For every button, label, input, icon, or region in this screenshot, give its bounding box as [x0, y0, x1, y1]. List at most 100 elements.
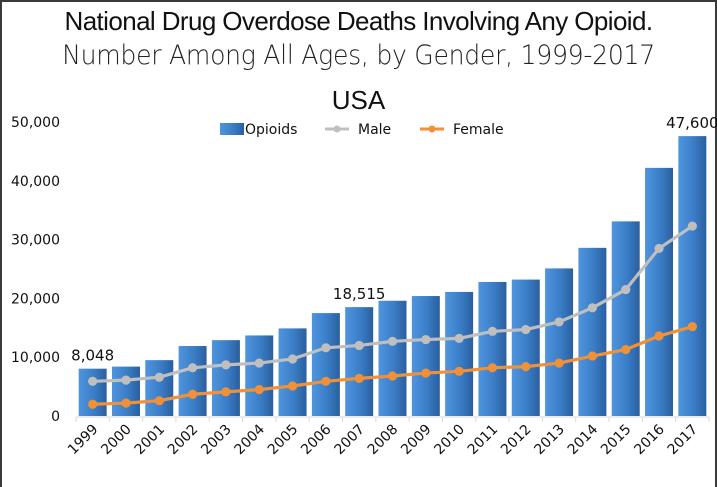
- bar: [478, 281, 507, 416]
- marker-male: [188, 363, 198, 373]
- marker-male: [354, 340, 364, 351]
- marker-male: [421, 334, 431, 345]
- bar: [278, 328, 307, 416]
- x-axis: 1999200020012002200320042005200620072008…: [65, 416, 710, 459]
- legend-label: Male: [358, 122, 391, 138]
- marker-male: [121, 375, 131, 385]
- bar: [411, 296, 440, 416]
- chart-region-label: USA: [331, 85, 386, 115]
- x-tick-label: 2015: [598, 422, 635, 459]
- legend-label: Opioids: [245, 122, 297, 138]
- x-tick-label: 2014: [565, 421, 602, 458]
- data-label: 47,600: [666, 114, 717, 132]
- legend: Opioids Male Female: [220, 122, 504, 138]
- chart-subtitle: Number Among All Ages, by Gender, 1999-2…: [62, 40, 655, 71]
- bar: [645, 167, 674, 416]
- marker-male: [154, 372, 164, 382]
- marker-female: [254, 384, 264, 395]
- marker-female: [287, 381, 298, 391]
- marker-male: [654, 243, 664, 254]
- x-tick-label: 2006: [298, 421, 335, 458]
- y-tick-label: 0: [51, 409, 60, 425]
- marker-female: [621, 344, 631, 355]
- legend-label: Female: [453, 122, 504, 138]
- marker-male: [387, 336, 398, 346]
- bar: [111, 366, 140, 416]
- x-tick-label: 2010: [431, 422, 468, 459]
- line-series: [88, 221, 697, 409]
- x-tick-label: 2012: [498, 422, 535, 459]
- y-tick-label: 30,000: [11, 233, 60, 249]
- marker-female: [154, 396, 164, 406]
- bar: [545, 268, 574, 416]
- marker-female: [188, 389, 198, 399]
- marker-female: [221, 387, 231, 397]
- marker-male: [254, 358, 264, 368]
- x-tick-label: 2000: [98, 422, 135, 459]
- y-tick-label: 40,000: [11, 174, 60, 190]
- x-tick-label: 2002: [165, 422, 202, 459]
- bar: [178, 346, 207, 416]
- data-labels: 8,048 18,515 47,600: [71, 114, 717, 365]
- marker-female: [121, 398, 131, 408]
- y-tick-label: 10,000: [11, 350, 60, 366]
- marker-male: [687, 221, 697, 231]
- x-tick-label: 2007: [331, 422, 368, 459]
- bar: [78, 368, 107, 416]
- bar: [678, 136, 707, 416]
- marker-female: [554, 358, 564, 368]
- bar: [378, 300, 407, 416]
- bar: [445, 291, 474, 416]
- bar: [511, 279, 540, 416]
- bar: [145, 360, 174, 416]
- bar: [578, 247, 607, 416]
- y-axis: 0 10,000 20,000 30,000 40,000 50,000: [11, 115, 60, 425]
- marker-male: [487, 326, 498, 336]
- marker-female: [354, 373, 364, 383]
- marker-female: [88, 399, 98, 409]
- marker-male: [321, 343, 331, 353]
- marker-male: [587, 303, 597, 313]
- x-tick-label: 2011: [465, 422, 502, 459]
- marker-female: [687, 322, 697, 332]
- marker-male: [221, 360, 231, 370]
- bar: [211, 340, 240, 416]
- x-tick-label: 2017: [665, 422, 702, 459]
- x-tick-label: 2001: [132, 422, 169, 459]
- data-label: 8,048: [71, 347, 114, 365]
- marker-male: [621, 284, 631, 295]
- bar-series-opioids: [78, 136, 707, 416]
- bar: [311, 313, 340, 416]
- y-tick-label: 50,000: [11, 115, 60, 131]
- marker-male: [521, 324, 531, 335]
- bar: [611, 221, 640, 416]
- x-tick-label: 2004: [232, 421, 269, 458]
- marker-female: [587, 351, 597, 361]
- bar: [345, 307, 374, 416]
- marker-female: [321, 376, 331, 386]
- legend-swatch-opioids: [220, 123, 244, 135]
- legend-marker-female: [428, 125, 436, 133]
- x-tick-label: 2013: [531, 422, 568, 459]
- data-label: 18,515: [333, 285, 386, 303]
- marker-female: [421, 368, 431, 378]
- x-tick-label: 2005: [265, 422, 302, 459]
- marker-female: [454, 366, 464, 376]
- chart-title: National Drug Overdose Deaths Involving …: [64, 6, 654, 36]
- marker-female: [654, 331, 664, 341]
- x-tick-label: 2009: [398, 422, 435, 459]
- x-tick-label: 2003: [198, 422, 235, 459]
- marker-male: [454, 333, 464, 343]
- y-tick-label: 20,000: [11, 291, 60, 307]
- x-tick-label: 2008: [365, 422, 402, 459]
- x-tick-label: 1999: [65, 422, 102, 459]
- marker-female: [387, 371, 398, 381]
- marker-female: [521, 362, 531, 372]
- x-tick-label: 2016: [631, 421, 668, 458]
- bar: [245, 335, 274, 416]
- marker-female: [487, 363, 498, 373]
- legend-marker-male: [333, 125, 341, 133]
- marker-male: [88, 376, 98, 386]
